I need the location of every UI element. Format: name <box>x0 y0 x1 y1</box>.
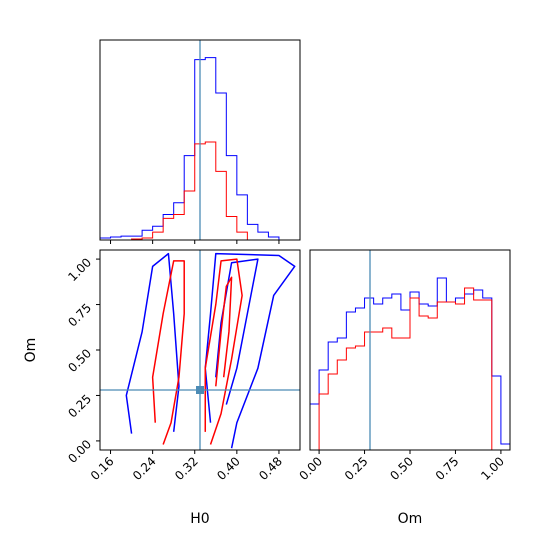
contour-blue-1 <box>204 252 296 449</box>
contour-blue-2 <box>215 258 259 405</box>
panel-hist-h0-frame <box>99 39 301 241</box>
contour-red-3 <box>151 260 185 445</box>
xlabel-om: Om <box>398 511 423 527</box>
contour-red-4 <box>204 258 243 445</box>
xlabel-h0: H0 <box>190 511 209 527</box>
hist-om-series-red <box>310 287 510 451</box>
ylabel-om: Om <box>23 338 39 363</box>
contour-red-5 <box>215 276 233 387</box>
truth-marker <box>196 386 204 394</box>
hist-h0-series-red <box>100 141 300 241</box>
contour-blue-0 <box>125 252 180 434</box>
hist-h0-series-blue <box>99 57 300 241</box>
panel-hist-h0 <box>99 39 301 244</box>
